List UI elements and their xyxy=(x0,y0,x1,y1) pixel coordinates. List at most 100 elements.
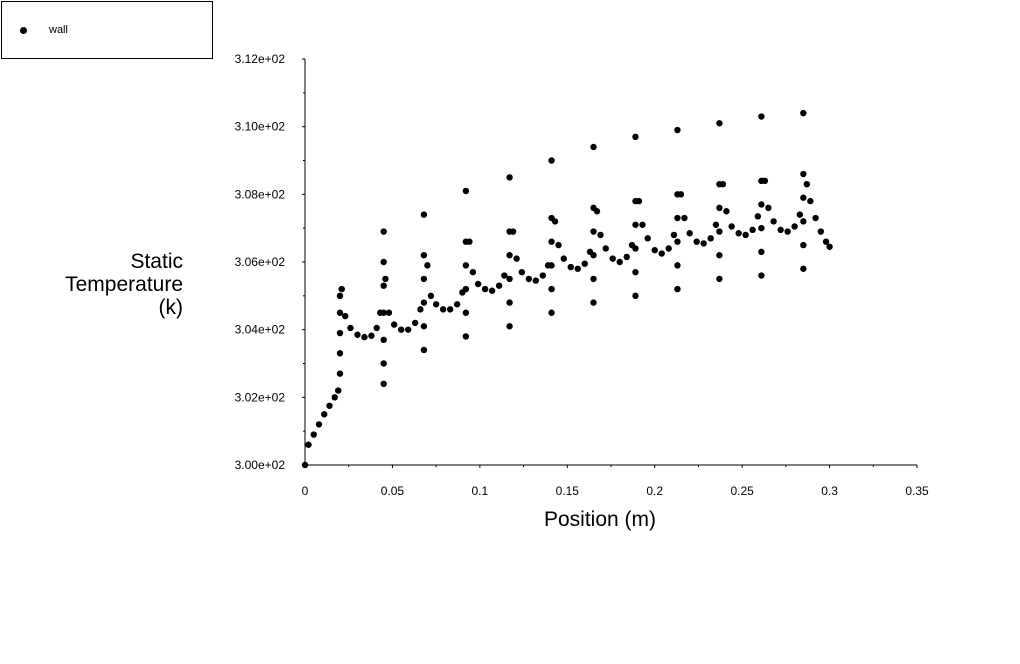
data-point xyxy=(385,309,393,316)
data-point xyxy=(742,231,749,239)
x-tick-label: 0.35 xyxy=(905,484,929,498)
y-tick-label: 3.00e+02 xyxy=(235,458,286,472)
data-point xyxy=(380,228,387,235)
data-point xyxy=(807,197,814,205)
data-point xyxy=(404,326,412,333)
data-point xyxy=(567,263,574,271)
data-point xyxy=(700,240,707,247)
data-point xyxy=(719,180,727,188)
data-point xyxy=(590,275,597,283)
data-point xyxy=(488,287,496,294)
data-point xyxy=(462,333,470,340)
data-point xyxy=(758,224,765,232)
data-point xyxy=(518,268,526,276)
data-point xyxy=(462,309,470,316)
data-point xyxy=(590,228,597,235)
data-point xyxy=(670,231,678,239)
data-point xyxy=(462,262,470,269)
y-tick-label: 3.12e+02 xyxy=(235,52,286,66)
data-point xyxy=(800,109,807,117)
x-axis-label: Position (m) xyxy=(544,508,657,531)
data-point xyxy=(411,319,419,327)
data-point xyxy=(681,214,688,222)
data-point xyxy=(336,350,344,357)
data-point xyxy=(597,231,604,239)
data-point xyxy=(812,214,819,222)
data-point xyxy=(368,332,375,339)
data-point xyxy=(716,275,723,283)
data-point xyxy=(336,370,344,377)
data-point xyxy=(632,133,639,141)
data-point xyxy=(548,309,555,316)
y-tick-label: 3.08e+02 xyxy=(235,187,286,201)
data-point xyxy=(686,230,693,237)
data-point xyxy=(548,157,555,164)
data-point xyxy=(335,387,342,394)
data-point xyxy=(338,285,345,293)
x-tick-label: 0.1 xyxy=(472,484,489,498)
data-point xyxy=(749,226,756,234)
data-point xyxy=(506,299,513,306)
data-point xyxy=(336,309,344,316)
data-point xyxy=(427,292,435,300)
y-tick-label: 3.06e+02 xyxy=(235,255,286,269)
data-point xyxy=(532,277,540,284)
data-point xyxy=(581,260,588,267)
data-point xyxy=(728,223,735,230)
x-tick-label: 0.05 xyxy=(381,484,405,498)
data-point xyxy=(380,282,387,289)
data-point xyxy=(803,180,811,188)
data-point xyxy=(506,174,513,181)
data-point xyxy=(716,252,723,259)
data-point xyxy=(716,120,723,127)
data-point xyxy=(758,201,765,208)
data-point xyxy=(632,268,639,276)
data-point xyxy=(315,421,323,428)
data-point xyxy=(707,235,714,242)
x-tick-label: 0.3 xyxy=(821,484,838,498)
data-point xyxy=(716,228,723,235)
data-point xyxy=(674,126,681,134)
data-point xyxy=(693,238,700,245)
data-point xyxy=(380,258,387,266)
data-point xyxy=(644,235,651,242)
data-point xyxy=(420,323,428,330)
data-point xyxy=(758,248,765,256)
data-point xyxy=(800,194,807,201)
data-point xyxy=(481,285,489,293)
data-point xyxy=(817,228,825,235)
data-point xyxy=(758,113,765,120)
data-point xyxy=(632,245,639,252)
data-point xyxy=(761,177,769,184)
data-point xyxy=(354,331,361,338)
y-tick-label: 3.10e+02 xyxy=(235,120,286,134)
y-tick-label: 3.02e+02 xyxy=(235,390,286,404)
data-points xyxy=(301,109,833,469)
data-point xyxy=(432,301,440,308)
data-point xyxy=(590,143,597,151)
data-point xyxy=(548,262,555,269)
data-point xyxy=(602,245,609,252)
data-point xyxy=(658,250,665,257)
data-point xyxy=(590,252,597,259)
data-point xyxy=(791,223,798,230)
data-point xyxy=(712,221,720,228)
data-point xyxy=(826,243,833,250)
data-point xyxy=(616,258,623,266)
y-axis-label: Static Temperature (k) xyxy=(65,250,183,319)
data-point xyxy=(513,255,520,262)
data-point xyxy=(380,336,387,344)
x-tick-label: 0 xyxy=(302,484,309,498)
data-point xyxy=(466,238,473,245)
data-point xyxy=(548,285,555,293)
data-point xyxy=(462,285,470,293)
data-point xyxy=(462,187,470,195)
data-point xyxy=(420,211,428,218)
data-point xyxy=(758,272,765,279)
data-point xyxy=(651,246,658,254)
x-tick-label: 0.2 xyxy=(646,484,663,498)
data-point xyxy=(674,214,681,222)
data-point xyxy=(495,282,503,289)
data-point xyxy=(420,275,428,283)
data-point xyxy=(506,252,513,259)
